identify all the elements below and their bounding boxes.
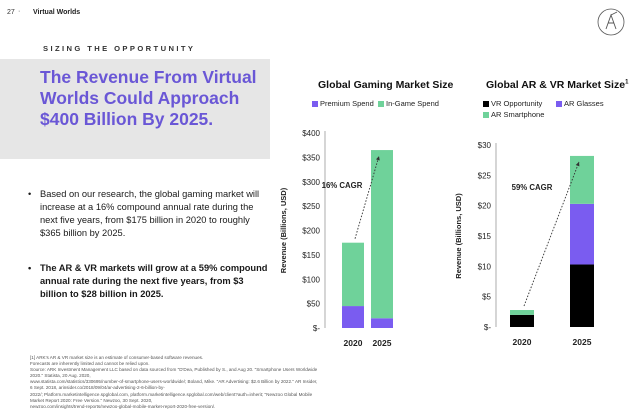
legend-label: Premium Spend	[320, 99, 374, 108]
y-tick-label: $100	[302, 275, 320, 284]
legend-swatch	[312, 100, 318, 107]
legend-ar-glasses: AR Glasses	[556, 99, 604, 108]
footnote-line: Source: ARK Investment Management LLC ba…	[30, 367, 318, 379]
gaming-chart: $- $50 $100 $150 $200 $250 $300 $350 $400 Revenue…	[279, 129, 393, 348]
section-kicker: SIZING THE OPPORTUNITY	[43, 44, 196, 53]
headline: The Revenue From Virtual Worlds Could Ap…	[40, 67, 257, 129]
y-tick-label: $250	[302, 202, 320, 211]
y-tick-label: $400	[302, 129, 320, 138]
headline-panel	[0, 59, 270, 159]
bar-in-game-spend-2020	[342, 242, 364, 307]
legend-swatch	[556, 100, 562, 107]
footnote-line: Forecasts are inherently limited and can…	[30, 361, 150, 367]
y-tick-label: $10	[478, 262, 492, 271]
ar-vr-chart: $- $5 $10 $15 $20 $25 $30 Revenue (Billions, US…	[454, 141, 594, 347]
footnotes: [1] ARK's AR & VR market size is an esti…	[30, 355, 320, 410]
section-name: Virtual Worlds	[33, 9, 81, 16]
footnote-line: [1] ARK's AR & VR market size is an esti…	[30, 355, 204, 360]
y-tick-label: $-	[313, 324, 320, 333]
y-axis-title: Revenue (Billions, USD)	[454, 193, 463, 279]
legend-vr-opportunity: VR Opportunity	[483, 99, 542, 108]
y-tick-label: $50	[307, 300, 321, 309]
cagr-arrow-head	[575, 161, 580, 167]
footnote-line: newzoo.com/insights/trend-reports/newzoo…	[30, 403, 216, 409]
bullet-marker: •	[28, 263, 32, 273]
title-superscript: 1	[625, 79, 629, 86]
legend-swatch	[378, 100, 384, 107]
bullet-text: The AR & VR markets will grow at a 59% c…	[40, 263, 268, 299]
legend-ar-smartphone: AR Smartphone	[483, 110, 544, 119]
x-tick-label: 2025	[373, 338, 392, 348]
gaming-chart-title: Global Gaming Market Size	[318, 79, 454, 91]
footnote-line: www.statista.com/statistics/330695/numbe…	[30, 379, 318, 391]
ark-logo-icon	[597, 8, 625, 36]
ar-vr-chart-title-text: Global AR & VR Market Size	[486, 79, 626, 91]
y-tick-label: $25	[478, 171, 492, 180]
legend-premium-spend: Premium Spend	[312, 99, 374, 108]
y-tick-label: $200	[302, 227, 320, 236]
y-tick-label: $350	[302, 153, 320, 162]
cagr-annotation: 16% CAGR	[322, 181, 363, 190]
cagr-arrow-line	[523, 161, 580, 307]
bullet-marker: •	[28, 189, 32, 199]
bar-ar-smartphone-2025	[570, 155, 594, 204]
legend-swatch	[483, 100, 489, 107]
bar-ar-smartphone-2020	[510, 310, 534, 315]
cagr-arrow-head	[375, 156, 380, 161]
cagr-arrow-line	[354, 155, 380, 239]
legend-swatch	[483, 111, 489, 118]
legend-label: AR Smartphone	[491, 110, 545, 119]
legend-in-game-spend: In-Game Spend	[378, 99, 439, 108]
x-tick-label: 2020	[513, 337, 532, 347]
footnote-line: 2022/; Platform.marketintelligence.spglo…	[30, 391, 313, 403]
x-tick-label: 2025	[573, 337, 592, 347]
y-tick-label: $5	[482, 293, 491, 302]
y-tick-label: $-	[484, 323, 491, 332]
bar-premium-spend-2025	[371, 318, 393, 328]
legend-label: In-Game Spend	[386, 99, 439, 108]
y-axis-title: Revenue (Billions, USD)	[279, 187, 288, 273]
legend-label: VR Opportunity	[491, 99, 543, 108]
bar-vr-opportunity-2025	[570, 264, 594, 327]
y-tick-label: $30	[478, 141, 492, 150]
bar-premium-spend-2020	[342, 306, 364, 328]
x-tick-label: 2020	[344, 338, 363, 348]
ar-vr-chart-title: Global AR & VR Market Size1	[486, 79, 628, 91]
bar-ar-glasses-2025	[570, 203, 594, 265]
cagr-annotation: 59% CAGR	[512, 183, 553, 192]
legend-label: AR Glasses	[564, 99, 604, 108]
bar-in-game-spend-2025	[371, 150, 393, 319]
y-tick-label: $300	[302, 178, 320, 187]
y-tick-label: $15	[478, 232, 492, 241]
header-separator: ·	[18, 8, 21, 15]
y-tick-label: $20	[478, 202, 492, 211]
y-tick-label: $150	[302, 251, 320, 260]
bar-vr-opportunity-2020	[510, 314, 534, 327]
bullet-text: Based on our research, the global gaming…	[40, 189, 260, 238]
page-number: 27	[7, 9, 15, 16]
